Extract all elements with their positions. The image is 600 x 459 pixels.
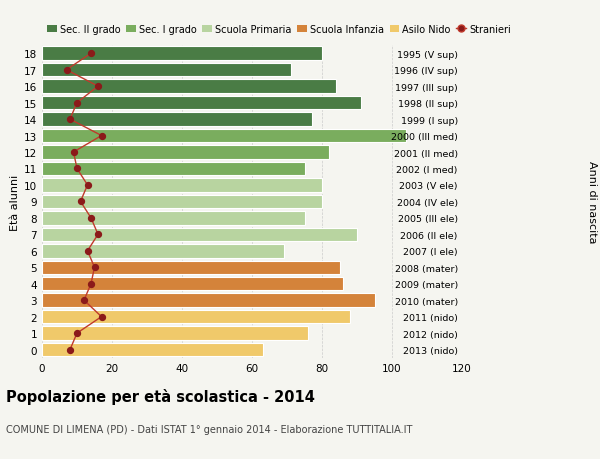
Point — [97, 313, 106, 321]
Point — [65, 346, 75, 353]
Point — [86, 215, 96, 222]
Point — [97, 133, 106, 140]
Point — [69, 149, 78, 157]
Point — [72, 330, 82, 337]
Bar — [42, 195, 322, 209]
Bar — [42, 310, 350, 324]
Bar — [42, 327, 308, 340]
Point — [86, 280, 96, 288]
Bar — [42, 47, 322, 61]
Bar — [42, 245, 284, 258]
Point — [72, 100, 82, 107]
Point — [62, 67, 71, 74]
Bar — [42, 64, 290, 77]
Bar — [42, 277, 343, 291]
Bar — [42, 212, 305, 225]
Point — [93, 83, 103, 90]
Point — [65, 116, 75, 123]
Text: Anni di nascita: Anni di nascita — [587, 161, 597, 243]
Text: Popolazione per età scolastica - 2014: Popolazione per età scolastica - 2014 — [6, 388, 315, 404]
Bar — [42, 179, 322, 192]
Point — [86, 50, 96, 58]
Text: COMUNE DI LIMENA (PD) - Dati ISTAT 1° gennaio 2014 - Elaborazione TUTTITALIA.IT: COMUNE DI LIMENA (PD) - Dati ISTAT 1° ge… — [6, 425, 412, 435]
Bar — [42, 129, 406, 143]
Bar — [42, 343, 263, 357]
Point — [79, 297, 89, 304]
Bar — [42, 261, 340, 274]
Bar — [42, 294, 374, 307]
Point — [93, 231, 103, 239]
Bar — [42, 97, 361, 110]
Point — [83, 182, 92, 189]
Bar — [42, 113, 311, 127]
Point — [90, 264, 100, 271]
Bar — [42, 162, 305, 176]
Bar — [42, 80, 336, 94]
Point — [76, 198, 85, 206]
Y-axis label: Età alunni: Età alunni — [10, 174, 20, 230]
Point — [83, 247, 92, 255]
Legend: Sec. II grado, Sec. I grado, Scuola Primaria, Scuola Infanzia, Asilo Nido, Stran: Sec. II grado, Sec. I grado, Scuola Prim… — [47, 25, 511, 35]
Bar — [42, 146, 329, 159]
Bar — [42, 228, 357, 241]
Point — [72, 165, 82, 173]
